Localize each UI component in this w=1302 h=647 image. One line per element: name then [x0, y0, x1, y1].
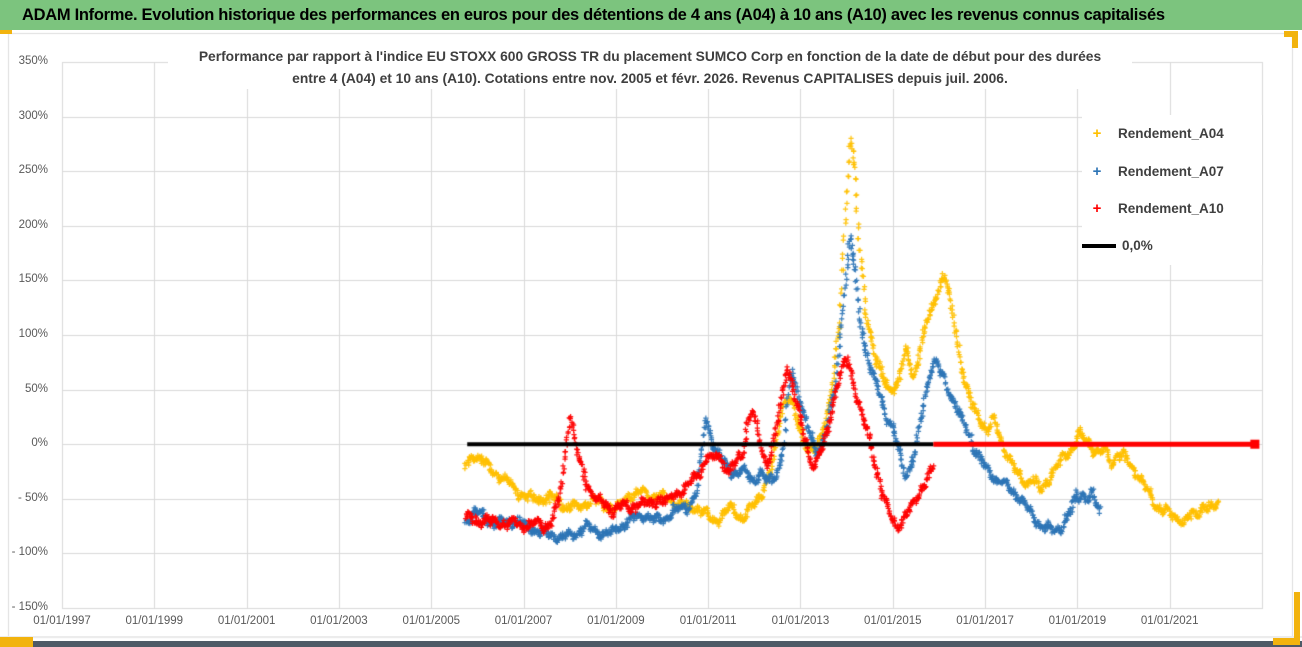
- selection-accent-bottom-left: [0, 637, 33, 647]
- y-tick-label: 150%: [18, 273, 48, 286]
- legend-label: Rendement_A10: [1118, 200, 1224, 216]
- report-title-bar: ADAM Informe. Evolution historique des p…: [0, 0, 1302, 30]
- legend-item-0-0-: 0,0%: [1082, 227, 1262, 264]
- x-tick-label: 01/01/2017: [956, 615, 1014, 627]
- x-tick-label: 01/01/2019: [1048, 615, 1107, 627]
- y-tick-label: 300%: [18, 109, 48, 122]
- y-tick-label: 200%: [18, 218, 48, 231]
- legend-label: Rendement_A04: [1118, 126, 1224, 142]
- legend-label: 0,0%: [1122, 238, 1153, 254]
- x-tick-label: 01/01/2005: [402, 615, 460, 627]
- selection-accent-bottom-right: [1273, 638, 1300, 645]
- x-tick-label: 01/01/2009: [587, 615, 645, 627]
- selection-accent-top-left: [0, 30, 12, 34]
- x-tick-label: 01/01/2015: [863, 615, 922, 627]
- y-tick-label: 350%: [18, 55, 48, 67]
- window-bottom-edge: [0, 641, 1302, 647]
- sheet-row-divider: [0, 636, 1302, 638]
- x-tick-label: 01/01/2001: [217, 615, 276, 627]
- y-tick-label: - 100%: [11, 546, 48, 559]
- legend-label: Rendement_A07: [1118, 163, 1224, 179]
- plus-marker-icon: +: [1092, 162, 1102, 180]
- selection-accent-right: [1294, 592, 1300, 645]
- legend-item-rendement-a07: + Rendement_A07: [1082, 152, 1262, 189]
- x-tick-label: 01/01/1997: [33, 615, 91, 627]
- line-swatch-icon: [1082, 243, 1116, 248]
- chart-title-line1: Performance par rapport à l'indice EU ST…: [198, 49, 1102, 64]
- legend-item-rendement-a10: + Rendement_A10: [1082, 190, 1262, 227]
- y-tick-label: 50%: [24, 382, 48, 395]
- x-tick-label: 01/01/2007: [494, 615, 553, 627]
- report-title: ADAM Informe. Evolution historique des p…: [22, 5, 1165, 24]
- y-tick-label: - 50%: [17, 491, 48, 504]
- y-tick-label: - 150%: [11, 601, 48, 613]
- selection-accent-top-right-stub: [1292, 31, 1298, 48]
- chart-title: Performance par rapport à l'indice EU ST…: [168, 46, 1132, 89]
- plus-marker-icon: +: [1092, 125, 1102, 143]
- x-tick-label: 01/01/1999: [125, 615, 184, 627]
- x-tick-label: 01/01/2003: [310, 615, 368, 627]
- plus-marker-icon: +: [1092, 199, 1102, 217]
- x-tick-label: 01/01/2021: [1140, 615, 1199, 627]
- legend: + Rendement_A04 + Rendement_A07 + Rendement_A…: [1082, 115, 1262, 265]
- x-tick-label: 01/01/2013: [771, 615, 830, 627]
- y-tick-label: 100%: [18, 328, 48, 340]
- chart-title-line2: entre 4 (A04) et 10 ans (A10). Cotations…: [292, 70, 1008, 86]
- y-tick-label: 250%: [18, 164, 48, 177]
- x-tick-label: 01/01/2011: [679, 615, 737, 627]
- selection-accent-top-right: [1284, 31, 1298, 37]
- legend-item-rendement-a04: + Rendement_A04: [1082, 115, 1262, 152]
- y-tick-label: 0%: [31, 437, 48, 450]
